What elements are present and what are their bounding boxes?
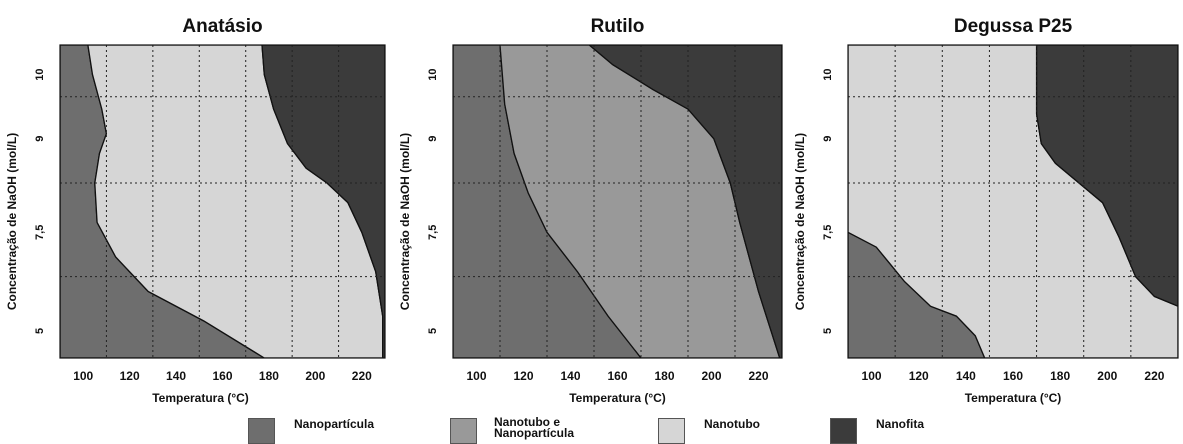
chart-panel-3: Degussa P25 100 120 140 160 180 200 220 Temperat… [793, 16, 1179, 405]
x-tick-label: 120 [909, 369, 929, 383]
x-tick-label: 200 [701, 369, 721, 383]
grid [848, 45, 1178, 358]
x-tick-label: 180 [259, 369, 279, 383]
x-axis-label: Temperatura (°C) [152, 391, 249, 405]
y-axis-label: Concentração de NaOH (mol/L) [793, 133, 807, 310]
phase-regions [60, 45, 385, 358]
region-nanofita [1035, 45, 1178, 307]
x-tick-label: 120 [513, 369, 533, 383]
chart-title: Degussa P25 [954, 16, 1073, 37]
plot-frame [452, 44, 783, 359]
grid [453, 45, 782, 358]
x-tick-label: 160 [1003, 369, 1023, 383]
legend-label: Nanotubo e Nanopartícula [494, 415, 575, 440]
legend-swatch-nanotubo-nanoparticula [450, 418, 477, 444]
y-tick-label: 5 [34, 328, 46, 334]
x-tick-label: 140 [956, 369, 976, 383]
y-tick-label: 7,5 [822, 225, 834, 240]
region-nanofita [588, 45, 782, 358]
chart-title: Anatásio [182, 16, 262, 37]
y-tick-label: 10 [822, 68, 834, 80]
phase-regions [453, 45, 782, 358]
plot-frame [59, 44, 386, 359]
x-tick-label: 180 [654, 369, 674, 383]
y-tick-label: 10 [34, 68, 46, 80]
chart-panel-1: Anatásio 100 120 140 160 180 200 220 Temperatura… [5, 16, 386, 405]
chart-title: Rutilo [591, 16, 645, 37]
y-tick-label: 7,5 [427, 225, 439, 240]
x-axis-label: Temperatura (°C) [569, 391, 666, 405]
x-tick-label: 100 [466, 369, 486, 383]
legend-label: Nanofita [876, 417, 924, 431]
y-tick-label: 9 [822, 136, 834, 142]
legend-label: Nanopartícula [294, 417, 375, 431]
x-tick-label: 200 [305, 369, 325, 383]
legend-swatch-nanotubo [658, 418, 685, 444]
y-tick-label: 9 [34, 136, 46, 142]
y-tick-label: 5 [822, 328, 834, 334]
x-tick-label: 200 [1097, 369, 1117, 383]
plot-frame [847, 44, 1179, 359]
phase-regions [848, 45, 1178, 358]
y-tick-label: 10 [427, 68, 439, 80]
legend-swatch-nanofita [830, 418, 857, 444]
x-tick-label: 100 [73, 369, 93, 383]
x-tick-label: 140 [560, 369, 580, 383]
x-tick-label: 220 [748, 369, 768, 383]
x-tick-label: 180 [1050, 369, 1070, 383]
legend: Nanopartícula Nanotubo e Nanopartícula N… [0, 415, 1183, 444]
y-tick-label: 7,5 [34, 225, 46, 240]
x-tick-label: 160 [212, 369, 232, 383]
x-tick-label: 220 [1144, 369, 1164, 383]
y-axis-label: Concentração de NaOH (mol/L) [5, 133, 19, 310]
x-tick-label: 120 [120, 369, 140, 383]
y-axis-label: Concentração de NaOH (mol/L) [398, 133, 412, 310]
x-tick-label: 140 [166, 369, 186, 383]
legend-swatch-nanoparticula [248, 418, 275, 444]
y-tick-label: 9 [427, 136, 439, 142]
x-tick-label: 100 [862, 369, 882, 383]
y-tick-label: 5 [427, 328, 439, 334]
x-tick-label: 160 [607, 369, 627, 383]
grid [60, 45, 385, 358]
x-tick-label: 220 [352, 369, 372, 383]
legend-label: Nanotubo [704, 417, 760, 431]
x-axis-label: Temperatura (°C) [965, 391, 1062, 405]
region-nanofita [261, 45, 385, 358]
chart-panel-2: Rutilo 100 120 140 160 180 200 220 Temperatura (… [398, 16, 783, 405]
